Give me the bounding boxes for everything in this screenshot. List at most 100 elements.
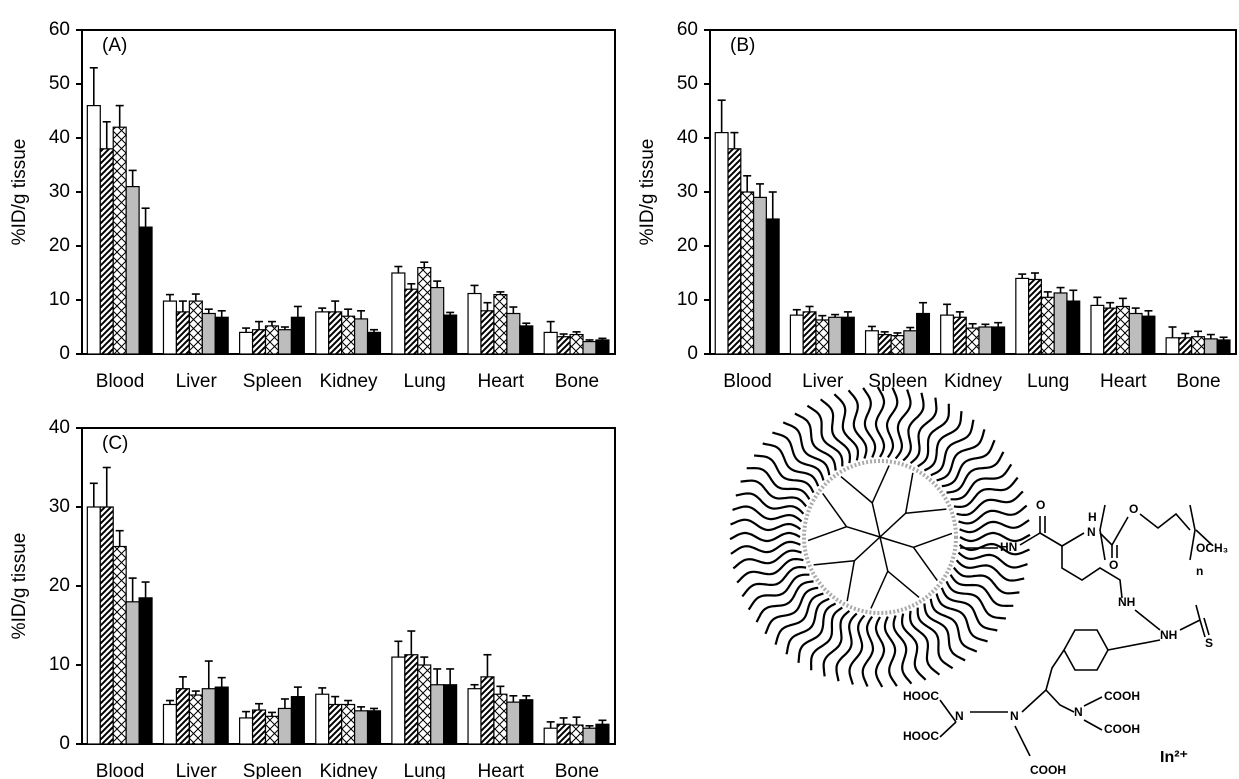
wavy-chain xyxy=(736,558,804,584)
bar xyxy=(740,191,755,355)
wavy-chain xyxy=(861,615,875,687)
y-tick-label: 40 xyxy=(677,127,698,148)
y-tick-label: 40 xyxy=(49,417,70,438)
bond xyxy=(1061,546,1123,599)
bar xyxy=(125,601,140,745)
x-tick-label: Liver xyxy=(802,371,844,392)
bar xyxy=(840,316,855,355)
bond xyxy=(1021,689,1047,713)
wavy-chain xyxy=(892,615,913,685)
bond xyxy=(1107,639,1161,651)
bar xyxy=(1203,338,1218,355)
bar xyxy=(877,333,892,355)
y-axis-label: %ID/g tissue xyxy=(9,533,30,640)
bar xyxy=(353,710,369,745)
bar xyxy=(828,316,843,355)
wavy-chain xyxy=(894,389,912,460)
bar xyxy=(214,316,229,355)
bond xyxy=(1195,529,1213,546)
branch xyxy=(813,560,855,566)
wavy-chain xyxy=(956,490,1024,516)
wavy-chain xyxy=(764,586,819,635)
bar xyxy=(890,335,905,355)
bar xyxy=(404,288,419,355)
chart: 0 10 20 30 40 %ID/g tissue (C) Blood Liver Spleen… xyxy=(9,417,616,779)
y-tick-label: 30 xyxy=(49,496,70,517)
wavy-chain xyxy=(950,463,1013,501)
y-tick-label: 10 xyxy=(49,289,70,310)
bar xyxy=(1191,336,1206,355)
bar xyxy=(480,676,495,745)
bar xyxy=(1165,337,1180,355)
bar xyxy=(188,300,203,355)
wavy-chain xyxy=(923,411,963,472)
x-tick-label: Heart xyxy=(478,371,525,392)
bar xyxy=(1216,339,1231,355)
bar xyxy=(569,333,584,355)
wavy-chain xyxy=(959,519,1030,534)
x-tick-label: Heart xyxy=(1100,371,1147,392)
branch xyxy=(879,512,907,538)
bar xyxy=(341,315,356,355)
wavy-chain xyxy=(940,587,998,632)
bar xyxy=(556,723,571,745)
bar xyxy=(480,310,495,355)
wavy-chain xyxy=(741,566,807,598)
branch xyxy=(807,525,847,542)
bar xyxy=(175,688,190,745)
bar xyxy=(815,319,830,355)
wavy-chain xyxy=(729,531,801,543)
bar xyxy=(903,330,918,355)
wavy-chain xyxy=(958,542,1030,556)
bar xyxy=(328,311,343,355)
wavy-chain xyxy=(955,559,1025,582)
atom-label: HN xyxy=(1000,540,1017,554)
wavy-chain xyxy=(874,386,886,458)
y-tick-label: 20 xyxy=(49,235,70,256)
bar xyxy=(506,701,521,745)
wavy-chain xyxy=(774,592,824,645)
bar xyxy=(188,694,203,745)
bar xyxy=(315,693,330,745)
bar xyxy=(789,314,804,355)
bar xyxy=(239,717,254,745)
wavy-chain xyxy=(848,614,866,685)
x-tick-label: Kidney xyxy=(319,761,378,779)
atom-label: NH xyxy=(1118,595,1135,609)
branch xyxy=(870,570,889,609)
plot-frame xyxy=(709,29,1237,355)
branch xyxy=(871,502,881,538)
bar xyxy=(582,727,597,745)
bar xyxy=(940,314,955,355)
shell xyxy=(802,459,958,615)
bar xyxy=(467,292,482,355)
wavy-chain xyxy=(883,616,898,687)
bar xyxy=(99,148,114,355)
bond xyxy=(1199,619,1206,638)
bar xyxy=(417,664,432,745)
y-tick-label: 40 xyxy=(49,127,70,148)
bar xyxy=(366,331,382,355)
bar xyxy=(916,312,931,355)
bond xyxy=(1083,696,1103,707)
bar xyxy=(543,331,558,355)
atom-label: N xyxy=(1074,705,1083,719)
wavy-chain xyxy=(762,442,820,487)
x-tick-label: Bone xyxy=(555,761,599,779)
x-tick-label: Lung xyxy=(404,761,446,779)
branch xyxy=(905,508,947,514)
wavy-chain xyxy=(901,613,927,681)
wavy-chain xyxy=(772,431,825,481)
x-tick-label: Liver xyxy=(176,371,218,392)
x-tick-label: Kidney xyxy=(319,371,378,392)
wavy-chain xyxy=(754,454,815,494)
wavy-chain xyxy=(949,574,1014,608)
bar xyxy=(556,336,571,355)
ion-label: In²⁺ xyxy=(1160,749,1188,766)
bar xyxy=(493,693,508,745)
x-tick-label: Spleen xyxy=(243,761,302,779)
panel-label: (A) xyxy=(102,35,127,56)
atom-label: O xyxy=(1109,558,1118,572)
wavy-chain xyxy=(747,573,810,611)
wavy-chain xyxy=(806,404,844,467)
